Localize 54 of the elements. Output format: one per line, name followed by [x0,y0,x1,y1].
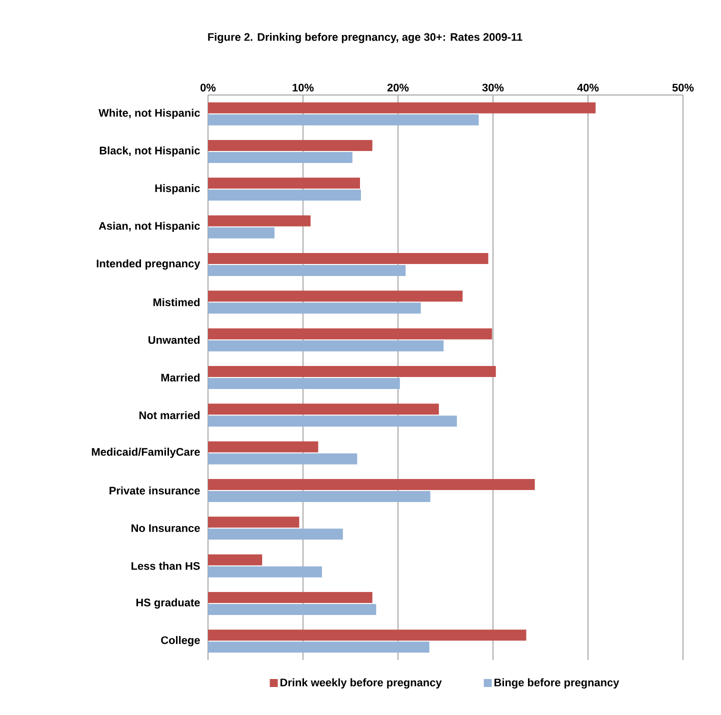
bar [208,630,526,641]
x-tick-label: 20% [387,84,409,92]
bar [208,566,322,578]
y-tick-label: College [161,636,200,646]
bar [208,227,275,238]
y-tick-label: Married [161,373,200,382]
y-tick-label: Black, not Hispanic [100,146,200,157]
y-tick-label: Medicaid/FamilyCare [92,448,200,458]
legend-label: Drink weekly before pregnancy [280,678,442,689]
y-tick-label: Hispanic [155,184,200,194]
bar [208,453,358,464]
bar [208,404,439,415]
legend-label: Binge before pregnancy [494,678,620,689]
bar [208,178,360,189]
x-tick-label: 0% [200,84,216,92]
bar [208,554,262,566]
y-tick-label: Private insurance [110,486,200,495]
x-tick-label: 40% [577,84,599,92]
y-tick-label: White, not Hispanic [98,108,200,119]
y-tick-label: Less than HS [132,562,200,570]
bar [208,290,463,302]
x-tick-label: 30% [482,84,504,92]
bar [208,328,492,340]
bar [208,190,361,201]
y-tick-label: HS graduate [136,598,200,609]
y-tick-label: Mistimed [153,298,200,306]
y-tick-label: No Insurance [132,524,200,532]
y-tick-label: Asian, not Hispanic [98,222,200,232]
y-tick-label: Intended pregnancy [96,259,200,270]
x-tick-label: 50% [672,84,694,92]
bar [208,215,311,226]
bar [208,152,352,163]
bar [208,490,430,502]
bar [208,102,596,114]
bar [208,378,400,389]
bar [208,604,376,615]
bar [208,416,457,427]
bar [208,114,479,126]
x-tick-label: 10% [292,84,314,92]
bar [208,264,406,276]
y-tick-label: Unwanted [148,336,200,344]
bar [208,366,496,377]
bar [208,516,300,528]
chart-title: Figure 2. Drinking before pregnancy, age 30+: Rates 2009-11 [208,32,522,44]
bar [208,140,372,151]
bar [208,441,318,452]
bar [208,642,430,653]
bar [208,252,488,264]
bar [208,592,372,603]
bar [208,528,343,540]
bar [208,302,421,314]
bar [208,340,444,352]
y-tick-label: Not married [139,411,200,420]
bar [208,478,535,490]
